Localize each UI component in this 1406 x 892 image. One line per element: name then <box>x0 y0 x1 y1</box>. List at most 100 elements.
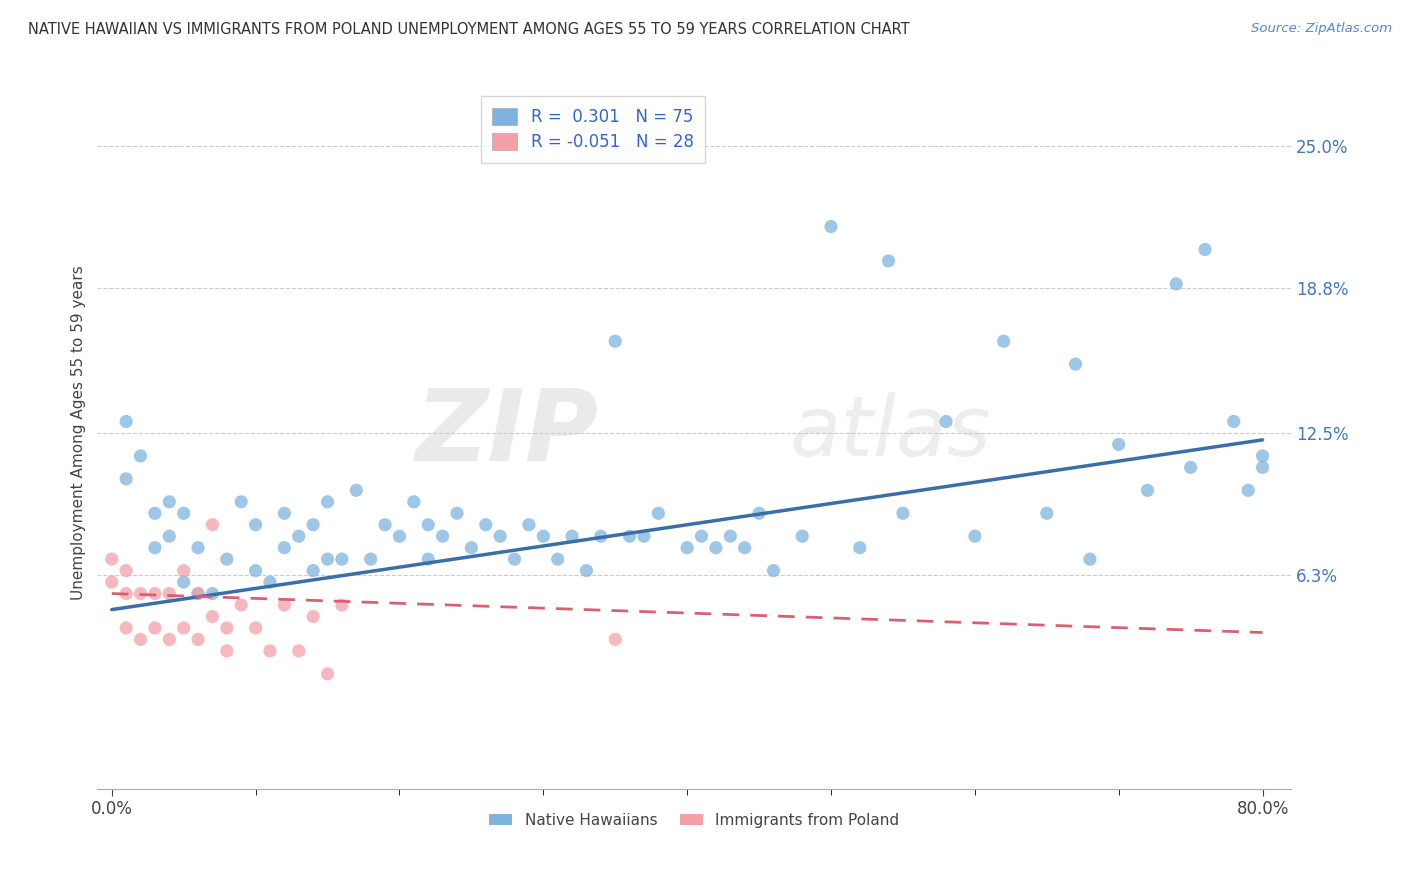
Point <box>1180 460 1202 475</box>
Point <box>215 644 238 658</box>
Point <box>143 541 166 555</box>
Point <box>115 586 138 600</box>
Point <box>115 621 138 635</box>
Point <box>561 529 583 543</box>
Point <box>877 254 900 268</box>
Y-axis label: Unemployment Among Ages 55 to 59 years: Unemployment Among Ages 55 to 59 years <box>72 266 86 600</box>
Text: NATIVE HAWAIIAN VS IMMIGRANTS FROM POLAND UNEMPLOYMENT AMONG AGES 55 TO 59 YEARS: NATIVE HAWAIIAN VS IMMIGRANTS FROM POLAN… <box>28 22 910 37</box>
Text: ZIP: ZIP <box>416 384 599 482</box>
Point <box>935 415 957 429</box>
Point <box>547 552 569 566</box>
Point <box>1036 506 1059 520</box>
Point <box>173 564 195 578</box>
Point <box>245 564 267 578</box>
Point <box>993 334 1015 349</box>
Point <box>273 506 295 520</box>
Point <box>1194 243 1216 257</box>
Point <box>633 529 655 543</box>
Point <box>388 529 411 543</box>
Point <box>344 483 367 498</box>
Point <box>503 552 526 566</box>
Point <box>157 632 180 647</box>
Point <box>1251 449 1274 463</box>
Point <box>302 609 325 624</box>
Point <box>891 506 914 520</box>
Point <box>1136 483 1159 498</box>
Point <box>575 564 598 578</box>
Point <box>129 586 152 600</box>
Point <box>215 621 238 635</box>
Point <box>517 517 540 532</box>
Point <box>115 564 138 578</box>
Point <box>100 552 122 566</box>
Point <box>374 517 396 532</box>
Point <box>432 529 454 543</box>
Point <box>187 586 209 600</box>
Point <box>287 644 309 658</box>
Point <box>201 517 224 532</box>
Point <box>1237 483 1260 498</box>
Text: Source: ZipAtlas.com: Source: ZipAtlas.com <box>1251 22 1392 36</box>
Point <box>316 552 339 566</box>
Point <box>849 541 872 555</box>
Point <box>1223 415 1246 429</box>
Text: atlas: atlas <box>790 392 991 474</box>
Point <box>273 541 295 555</box>
Point <box>302 517 325 532</box>
Point <box>1064 357 1087 371</box>
Point <box>259 575 281 590</box>
Point <box>605 334 627 349</box>
Point <box>231 598 253 612</box>
Point <box>187 541 209 555</box>
Point <box>704 541 727 555</box>
Point <box>273 598 295 612</box>
Point <box>143 621 166 635</box>
Point <box>690 529 713 543</box>
Point <box>748 506 770 520</box>
Point <box>647 506 669 520</box>
Point <box>418 552 440 566</box>
Point <box>330 552 353 566</box>
Point <box>201 609 224 624</box>
Point <box>718 529 741 543</box>
Point <box>129 632 152 647</box>
Point <box>589 529 612 543</box>
Point <box>316 495 339 509</box>
Point <box>489 529 512 543</box>
Point <box>215 552 238 566</box>
Point <box>187 586 209 600</box>
Point <box>762 564 785 578</box>
Point <box>1166 277 1188 291</box>
Point <box>201 586 224 600</box>
Point <box>143 586 166 600</box>
Point <box>143 506 166 520</box>
Point <box>157 529 180 543</box>
Point <box>734 541 756 555</box>
Point <box>1078 552 1101 566</box>
Point <box>245 517 267 532</box>
Point <box>287 529 309 543</box>
Point <box>619 529 641 543</box>
Point <box>1251 460 1274 475</box>
Point <box>231 495 253 509</box>
Point <box>402 495 425 509</box>
Point <box>963 529 986 543</box>
Point <box>1108 437 1130 451</box>
Point <box>129 449 152 463</box>
Point <box>245 621 267 635</box>
Point <box>531 529 554 543</box>
Point <box>474 517 496 532</box>
Point <box>820 219 842 234</box>
Point <box>792 529 814 543</box>
Legend: Native Hawaiians, Immigrants from Poland: Native Hawaiians, Immigrants from Poland <box>484 807 905 834</box>
Point <box>115 472 138 486</box>
Point <box>100 575 122 590</box>
Point <box>115 415 138 429</box>
Point <box>302 564 325 578</box>
Point <box>330 598 353 612</box>
Point <box>259 644 281 658</box>
Point <box>187 632 209 647</box>
Point <box>173 506 195 520</box>
Point <box>446 506 468 520</box>
Point <box>605 632 627 647</box>
